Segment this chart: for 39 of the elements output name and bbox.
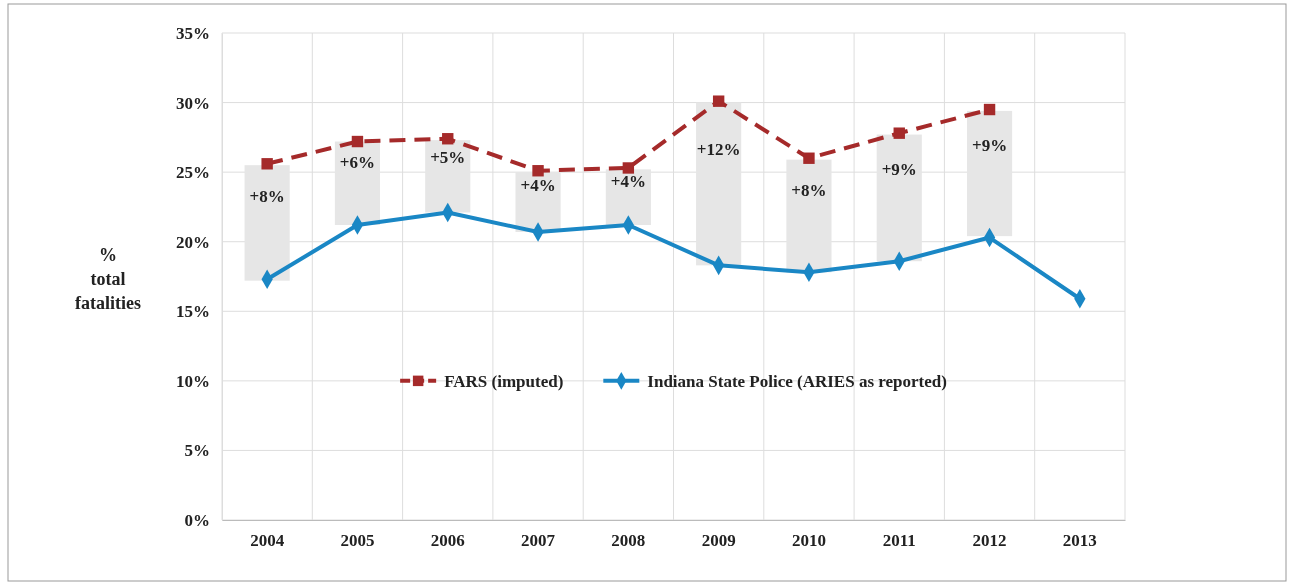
data-label: +9% [971, 135, 1008, 155]
x-tick-label: 2006 [430, 531, 465, 551]
legend-label: Indiana State Police (ARIES as reported) [647, 371, 947, 391]
point [803, 152, 815, 164]
y-tick-label: 0% [184, 510, 210, 530]
legend-label: FARS (imputed) [444, 371, 564, 391]
point [622, 162, 635, 174]
x-tick-label: 2007 [521, 531, 556, 551]
y-tick-label: 25% [176, 163, 210, 183]
y-axis-title: % total fatalities [75, 244, 141, 313]
data-label: +4% [520, 176, 556, 196]
x-tick-label: 2011 [882, 531, 916, 551]
point [532, 165, 544, 177]
x-tick-label: 2005 [340, 531, 375, 551]
x-tick-label: 2008 [611, 531, 646, 551]
point [261, 158, 273, 170]
y-tick-label: 15% [176, 302, 210, 322]
x-tick-label: 2010 [791, 531, 826, 551]
x-tick-label: 2012 [972, 531, 1007, 551]
y-tick-label: 20% [176, 232, 210, 252]
data-label: +6% [339, 153, 376, 173]
data-label: +4% [610, 172, 646, 192]
point [351, 135, 364, 148]
data-label: +9% [881, 160, 917, 180]
point [983, 103, 996, 116]
x-tick-label: 2004 [250, 531, 285, 551]
y-tick-label: 30% [176, 93, 210, 113]
data-label: +8% [249, 187, 285, 207]
y-tick-label: 5% [184, 441, 210, 461]
x-tick-label: 2013 [1062, 531, 1097, 551]
data-label: +5% [430, 148, 466, 168]
point [893, 127, 905, 139]
data-label: +12% [696, 139, 741, 159]
point [442, 133, 454, 145]
y-tick-label: 10% [176, 371, 210, 391]
x-tick-label: 2009 [701, 531, 736, 551]
data-label: +8% [791, 180, 827, 200]
y-tick-label: 35% [176, 23, 210, 43]
point [712, 95, 725, 107]
